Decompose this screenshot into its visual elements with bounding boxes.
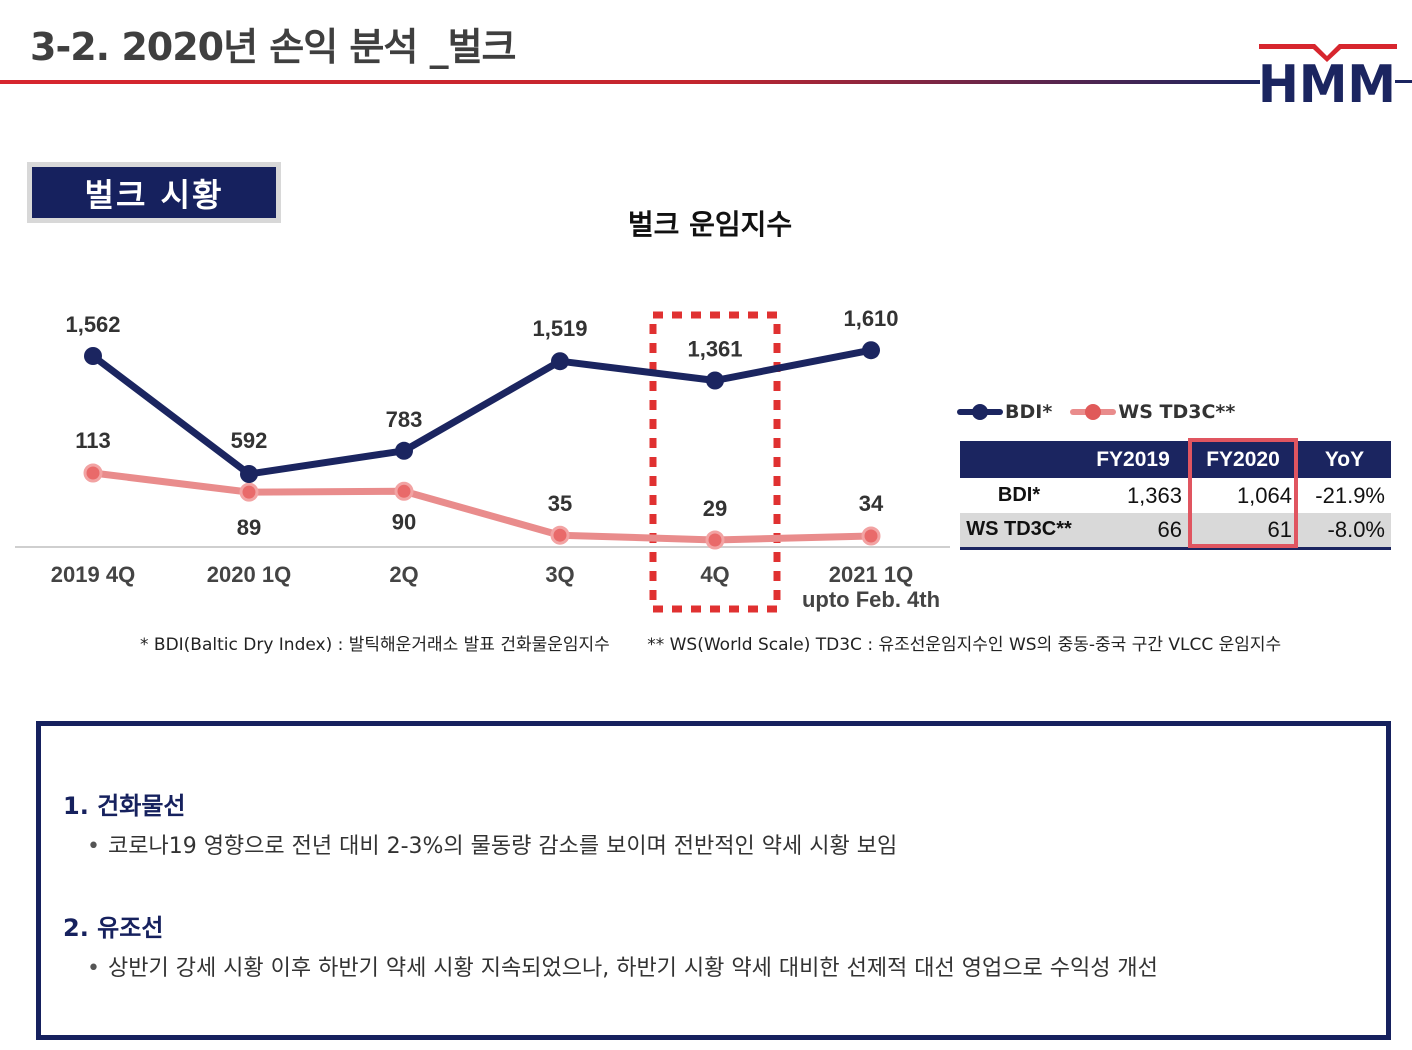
- legend-item-bdi: BDI*: [957, 401, 1052, 423]
- footnote-ws: ** WS(World Scale) TD3C : 유조선운임지수인 WS의 중…: [647, 635, 1282, 655]
- summary-bullet-text: 상반기 강세 시황 이후 하반기 약세 시황 지속되었으나, 하반기 시황 약세…: [107, 956, 1158, 981]
- x-tick-sublabel: upto Feb. 4th: [802, 587, 940, 612]
- series-line-bdi: [89, 346, 875, 478]
- summary-bullet-dry-bulk: • 코로나19 영향으로 전년 대비 2-3%의 물동량 감소를 보이며 전반적인…: [87, 828, 897, 860]
- data-point-ws: [705, 530, 725, 550]
- section-badge: 벌크 시황: [27, 162, 281, 223]
- x-tick-label: 2020 1Q: [207, 562, 291, 587]
- data-label-ws: 34: [859, 491, 884, 516]
- legend-label-bdi: BDI*: [1005, 401, 1053, 423]
- table-cell-fy2019: 1,363: [1126, 482, 1182, 508]
- data-label-bdi: 1,519: [532, 316, 587, 341]
- footnote-bdi: * BDI(Baltic Dry Index) : 발틱해운거래소 발표 건화물…: [140, 635, 610, 655]
- legend-marker-bdi: [972, 404, 988, 420]
- data-label-bdi: 783: [386, 407, 423, 432]
- logo-red-chevron: [1259, 44, 1397, 62]
- footnotes: * BDI(Baltic Dry Index) : 발틱해운거래소 발표 건화물…: [140, 630, 1281, 655]
- legend-marker-ws: [1085, 404, 1102, 420]
- data-label-bdi: 1,361: [687, 337, 742, 362]
- x-tick-label: 2019 4Q: [51, 562, 135, 587]
- data-point-ws: [83, 463, 103, 483]
- table-cell-yoy: -21.9%: [1315, 482, 1385, 508]
- table-cell-fy2020: 1,064: [1236, 482, 1292, 508]
- data-label-bdi: 1,610: [843, 306, 898, 331]
- data-point-ws: [861, 526, 881, 546]
- legend-swatch-bdi: [957, 404, 1003, 420]
- table-cell-label: BDI*: [997, 484, 1041, 506]
- annual-index-table: FY2019 FY2020 YoY BDI* 1,363 1,064 -21.9…: [960, 441, 1391, 550]
- x-tick-label: 3Q: [545, 562, 574, 587]
- table-header-fy2019: FY2019: [1078, 441, 1188, 478]
- table-cell-yoy: -8.0%: [1298, 513, 1391, 550]
- x-tick-label: 2Q: [389, 562, 418, 587]
- logo-text: HMM: [1258, 55, 1396, 108]
- highlight-box-4q: [649, 311, 781, 613]
- data-label-ws: 90: [392, 509, 416, 534]
- series-line-ws: [89, 469, 875, 544]
- chart-legend: BDI* WS TD3C**: [957, 400, 1253, 424]
- table-header-fy2020: FY2020: [1188, 441, 1298, 478]
- title-rule-end: [1395, 80, 1412, 83]
- section-badge-label: 벌크 시황: [32, 167, 276, 218]
- data-point-bdi: [551, 352, 569, 371]
- data-label-ws: 113: [75, 428, 111, 453]
- data-point-bdi: [862, 341, 880, 360]
- summary-heading-tanker: 2. 유조선: [63, 914, 164, 942]
- summary-bullet-text: 코로나19 영향으로 전년 대비 2-3%의 물동량 감소를 보이며 전반적인 …: [107, 834, 898, 859]
- data-point-bdi: [240, 465, 258, 483]
- summary-box: 1. 건화물선 • 코로나19 영향으로 전년 대비 2-3%의 물동량 감소를 …: [36, 721, 1391, 1040]
- bullet-dot-icon: •: [87, 834, 100, 859]
- summary-bullet-tanker: • 상반기 강세 시황 이후 하반기 약세 시황 지속되었으나, 하반기 시황 약…: [87, 950, 1158, 982]
- table-cell-fy2019: 66: [1078, 513, 1188, 550]
- bullet-dot-icon: •: [87, 956, 100, 981]
- data-label-ws: 29: [703, 496, 727, 521]
- data-point-bdi: [84, 347, 102, 365]
- freight-index-chart: 1,562 592 783 1,519 1,361 1,610 113 89 90 35 29 34 2…: [15, 306, 950, 613]
- x-tick-label: 4Q: [700, 562, 729, 587]
- table-header-yoy: YoY: [1298, 441, 1391, 478]
- legend-swatch-ws: [1070, 404, 1117, 420]
- data-point-ws: [550, 525, 570, 545]
- table-row: WS TD3C** 66 61 -8.0%: [960, 513, 1391, 550]
- title-rule: [0, 80, 1260, 84]
- table-cell-label: WS TD3C**: [960, 513, 1078, 550]
- data-point-bdi: [395, 441, 413, 460]
- data-label-ws: 89: [237, 515, 261, 540]
- table-header-row: FY2019 FY2020 YoY: [960, 441, 1391, 478]
- data-point-bdi: [706, 371, 724, 390]
- page-title: 3-2. 2020년 손익 분석 _벌크: [30, 25, 516, 69]
- data-point-ws: [239, 482, 259, 502]
- table-row: BDI* 1,363 1,064 -21.9%: [960, 478, 1391, 513]
- data-point-ws: [394, 481, 414, 501]
- legend-label-ws: WS TD3C**: [1118, 401, 1236, 423]
- data-label-ws: 35: [548, 491, 572, 516]
- table-cell-fy2020: 61: [1188, 513, 1298, 550]
- hmm-logo: HMM: [1258, 44, 1397, 108]
- chart-title: 벌크 운임지수: [627, 208, 793, 241]
- table-header-blank: [960, 441, 1078, 478]
- legend-item-ws: WS TD3C**: [1070, 401, 1235, 423]
- summary-heading-dry-bulk: 1. 건화물선: [63, 792, 186, 820]
- x-tick-label: 2021 1Q: [829, 562, 913, 587]
- data-label-bdi: 1,562: [65, 312, 120, 337]
- data-label-bdi: 592: [231, 428, 268, 453]
